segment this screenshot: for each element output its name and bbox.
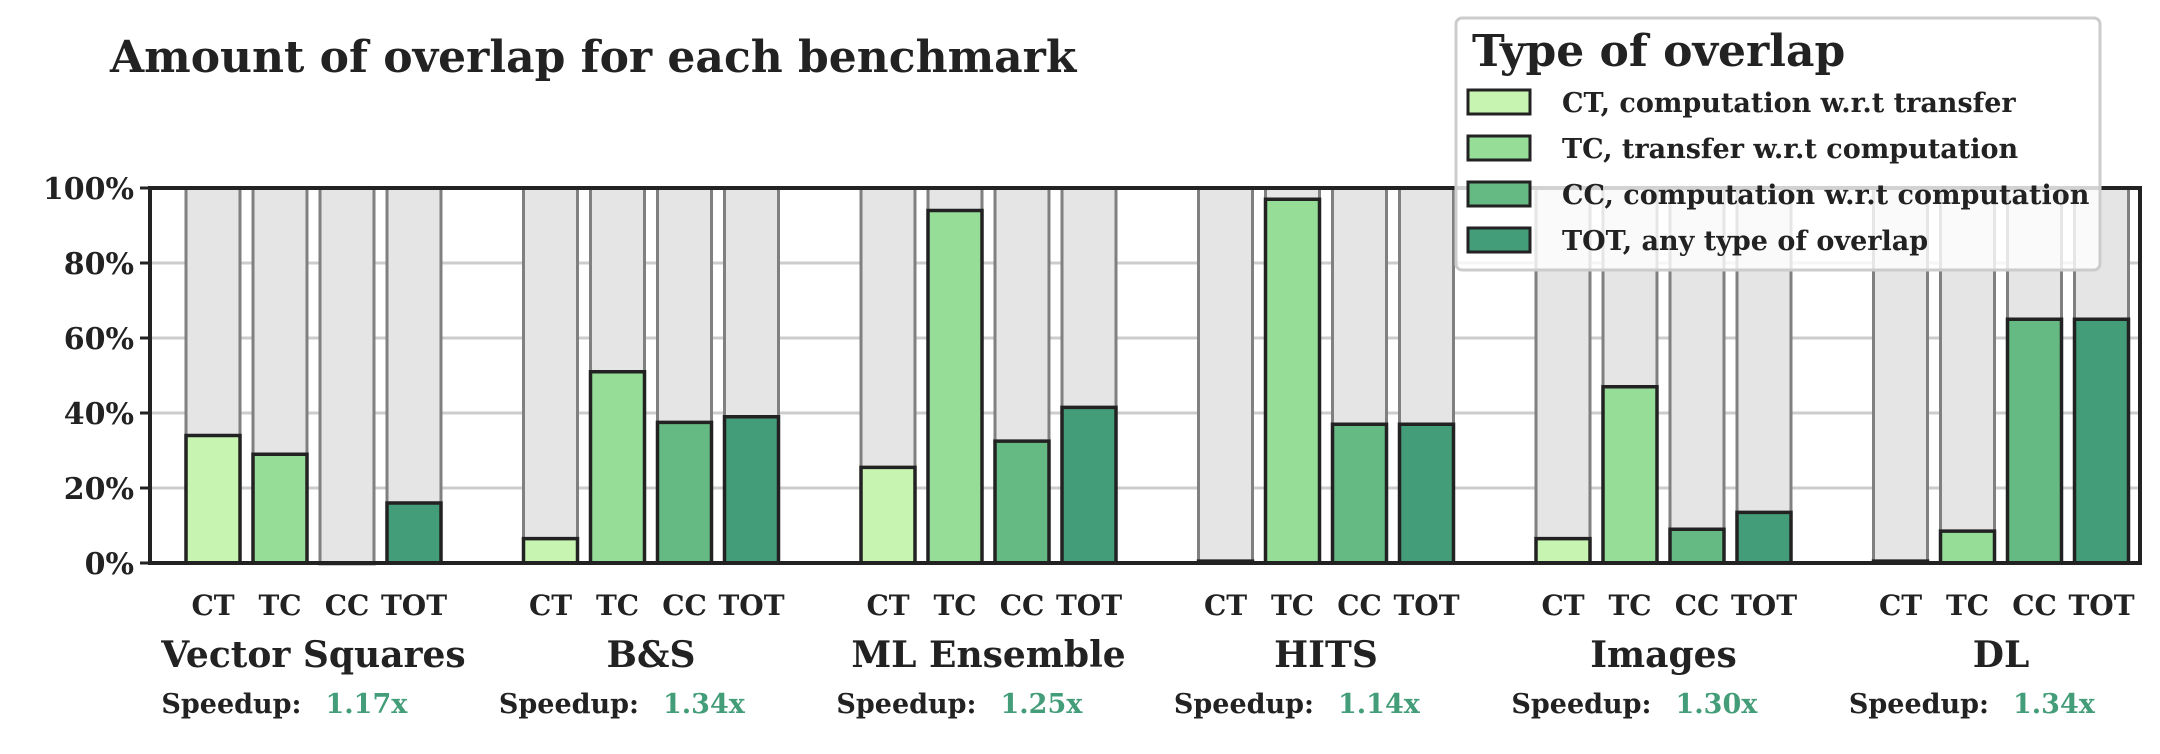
bar-cc: [993, 439, 1051, 565]
y-tick-label: 60%: [64, 322, 134, 357]
speedup-label: Speedup:: [836, 689, 976, 720]
bar-cc: [1330, 422, 1389, 565]
labels: 0% 20% 40% 60% 80% 100% CT TC CC TOT Vector Square…: [43, 172, 2135, 720]
x-tick-label: CC: [662, 589, 707, 622]
bar-tc: [1601, 385, 1659, 565]
chart-title: Amount of overlap for each benchmark: [109, 32, 1078, 83]
x-tick-label: CT: [1541, 589, 1584, 622]
bar-tc: [588, 370, 647, 565]
benchmark-label: ML Ensemble: [851, 634, 1125, 676]
bar-cc: [2005, 317, 2064, 565]
bar-tot: [385, 501, 443, 565]
benchmark-label: Images: [1590, 634, 1737, 676]
speedup-value: 1.25x: [1001, 689, 1084, 720]
legend-title: Type of overlap: [1472, 26, 1845, 77]
x-tick-label: CC: [1000, 589, 1045, 622]
legend-entry: TOT, any type of overlap: [1562, 226, 1928, 257]
benchmark-label: HITS: [1274, 634, 1378, 676]
bar-tot: [1060, 405, 1118, 565]
x-tick-label: CC: [1675, 589, 1720, 622]
x-tick-label: CC: [325, 589, 370, 622]
benchmark-label: DL: [1973, 634, 2030, 676]
bar-tc: [926, 208, 984, 565]
bar-tc: [251, 452, 309, 565]
legend-swatch: [1466, 88, 1532, 116]
x-tick-label: TC: [258, 589, 301, 622]
x-tick-label: TC: [596, 589, 639, 622]
legend-swatch: [1466, 134, 1532, 162]
x-tick-label: TOT: [718, 589, 784, 622]
bar-cc: [655, 420, 714, 565]
bar-tc: [1263, 197, 1322, 565]
background-bar: [318, 186, 376, 565]
x-tick-label: CT: [866, 589, 909, 622]
bar-tot: [1735, 510, 1793, 565]
legend: Type of overlap CT, computation w.r.t tra…: [1454, 16, 2102, 272]
data-bars: [184, 197, 2131, 566]
bar-cc: [1668, 527, 1726, 565]
legend-swatch: [1466, 226, 1532, 254]
bar-tc: [1938, 529, 1997, 565]
legend-box: [1454, 16, 2102, 272]
x-tick-label: CT: [1879, 589, 1922, 622]
x-tick-label: TC: [1608, 589, 1651, 622]
y-tick-label: 80%: [64, 247, 134, 282]
x-tick-label: CT: [191, 589, 234, 622]
x-tick-label: TOT: [1393, 589, 1459, 622]
y-tick-label: 0%: [85, 547, 134, 582]
x-tick-label: CC: [1337, 589, 1382, 622]
speedup-label: Speedup:: [1849, 689, 1989, 720]
background-bar: [522, 186, 579, 565]
bar-tot: [2072, 317, 2131, 565]
bar-ct: [859, 465, 917, 565]
x-tick-label: CT: [529, 589, 572, 622]
x-tick-label: TC: [1271, 589, 1314, 622]
speedup-label: Speedup:: [1174, 689, 1314, 720]
bar-tot: [1397, 422, 1456, 565]
x-tick-label: TC: [933, 589, 976, 622]
y-tick-label: 20%: [64, 472, 134, 507]
legend-entry: CT, computation w.r.t transfer: [1562, 88, 2016, 119]
speedup-value: 1.34x: [663, 689, 746, 720]
x-tick-label: TOT: [2068, 589, 2134, 622]
y-tick-label: 100%: [43, 172, 134, 207]
x-tick-label: TC: [1946, 589, 1989, 622]
speedup-label: Speedup:: [161, 689, 301, 720]
speedup-value: 1.30x: [1676, 689, 1759, 720]
speedup-value: 1.14x: [1338, 689, 1421, 720]
x-tick-label: CT: [1204, 589, 1247, 622]
legend-entry: CC, computation w.r.t computation: [1562, 180, 2090, 211]
x-tick-label: TOT: [381, 589, 447, 622]
benchmark-label: B&S: [607, 634, 696, 676]
bar-ct: [1534, 536, 1592, 565]
bar-ct: [521, 536, 580, 565]
bar-ct: [184, 433, 242, 565]
speedup-label: Speedup:: [1511, 689, 1651, 720]
y-tick-label: 40%: [64, 397, 134, 432]
plot-frame: [148, 186, 2142, 565]
x-tick-label: CC: [2012, 589, 2057, 622]
benchmark-label: Vector Squares: [160, 634, 465, 676]
background-bar: [1197, 186, 1254, 565]
legend-entry: TC, transfer w.r.t computation: [1562, 134, 2019, 165]
speedup-value: 1.17x: [326, 689, 409, 720]
axes: [140, 186, 2142, 565]
legend-swatch: [1466, 180, 1532, 208]
x-tick-label: TOT: [1056, 589, 1122, 622]
speedup-value: 1.34x: [2013, 689, 2096, 720]
speedup-label: Speedup:: [499, 689, 639, 720]
bar-tot: [722, 415, 781, 565]
x-tick-label: TOT: [1731, 589, 1797, 622]
